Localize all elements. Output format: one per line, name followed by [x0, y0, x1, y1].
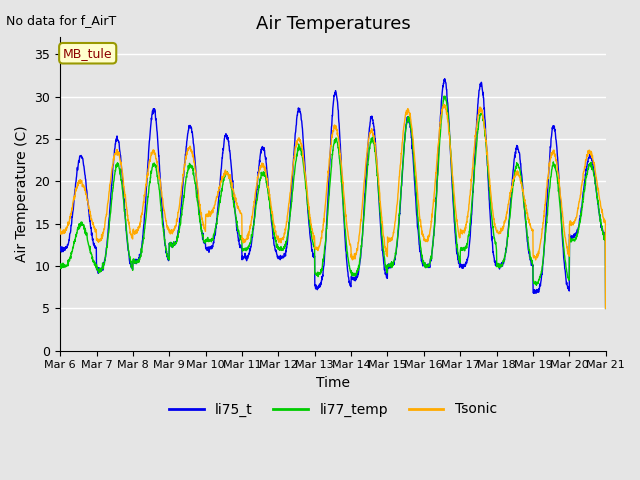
Title: Air Temperatures: Air Temperatures	[255, 15, 410, 33]
Y-axis label: Air Temperature (C): Air Temperature (C)	[15, 126, 29, 263]
Legend: li75_t, li77_temp, Tsonic: li75_t, li77_temp, Tsonic	[163, 397, 502, 422]
Text: No data for f_AirT: No data for f_AirT	[6, 14, 116, 27]
X-axis label: Time: Time	[316, 376, 350, 390]
Text: MB_tule: MB_tule	[63, 47, 113, 60]
